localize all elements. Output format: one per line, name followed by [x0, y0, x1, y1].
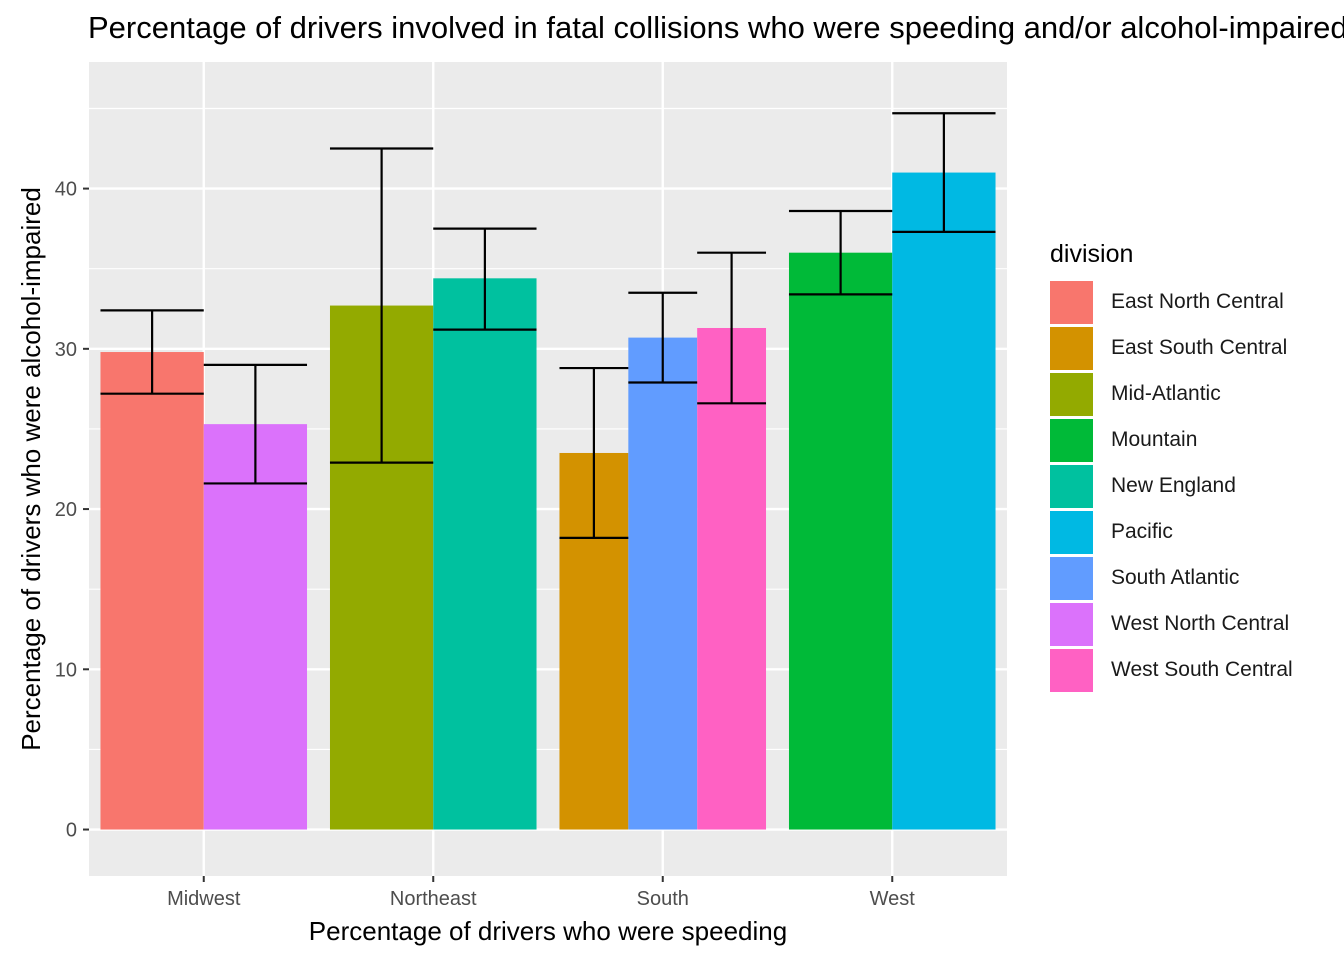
bar: [433, 278, 537, 830]
legend: division East North Central East South Ce…: [1050, 240, 1293, 693]
bars: [100, 172, 996, 830]
bar: [788, 252, 893, 830]
legend-swatch: [1050, 280, 1093, 324]
legend-title: division: [1050, 240, 1134, 268]
legend-item: East North Central: [1050, 279, 1293, 325]
legend-label: East North Central: [1111, 290, 1284, 313]
legend-swatch: [1050, 326, 1093, 370]
legend-label: South Atlantic: [1111, 566, 1240, 589]
y-axis: 0 10 20 30 40: [55, 179, 89, 842]
legend-swatch: [1050, 464, 1093, 508]
y-axis-title: Percentage of drivers who were alcohol-i…: [16, 187, 46, 751]
y-tick-label: 0: [66, 820, 77, 842]
x-tick-label: South: [637, 888, 689, 910]
bar: [203, 424, 308, 830]
x-tick-label: Northeast: [390, 888, 477, 910]
chart-title: Percentage of drivers involved in fatal …: [88, 10, 1344, 45]
legend-item: Mountain: [1050, 417, 1293, 463]
x-tick-label: West: [870, 888, 916, 910]
legend-label: Mountain: [1111, 428, 1198, 451]
legend-label: West South Central: [1111, 658, 1293, 681]
legend-label: Mid-Atlantic: [1111, 382, 1221, 405]
x-axis: Midwest Northeast South West: [167, 876, 915, 910]
bar: [628, 337, 698, 830]
x-axis-title: Percentage of drivers who were speeding: [309, 916, 787, 946]
bar: [100, 352, 204, 830]
legend-item: South Atlantic: [1050, 555, 1293, 601]
error-bars: [100, 112, 996, 540]
y-tick-label: 30: [55, 339, 77, 361]
legend-swatch: [1050, 418, 1093, 462]
legend-label: New England: [1111, 474, 1236, 497]
legend-swatch: [1050, 510, 1093, 554]
bar: [697, 327, 767, 830]
bar: [892, 172, 996, 830]
legend-item: East South Central: [1050, 325, 1293, 371]
legend-label: West North Central: [1111, 612, 1290, 635]
legend-swatch: [1050, 556, 1093, 600]
legend-items: East North Central East South Central Mid-…: [1050, 279, 1293, 693]
legend-swatch: [1050, 372, 1093, 416]
legend-swatch: [1050, 602, 1093, 646]
legend-label: Pacific: [1111, 520, 1173, 543]
legend-item: West North Central: [1050, 601, 1293, 647]
legend-item: West South Central: [1050, 647, 1293, 693]
legend-swatch: [1050, 648, 1093, 692]
y-tick-label: 10: [55, 659, 77, 681]
legend-item: Mid-Atlantic: [1050, 371, 1293, 417]
legend-item: Pacific: [1050, 509, 1293, 555]
legend-item: New England: [1050, 463, 1293, 509]
legend-label: East South Central: [1111, 336, 1288, 359]
y-tick-label: 40: [55, 179, 77, 201]
x-tick-label: Midwest: [167, 888, 241, 910]
y-tick-label: 20: [55, 499, 77, 521]
